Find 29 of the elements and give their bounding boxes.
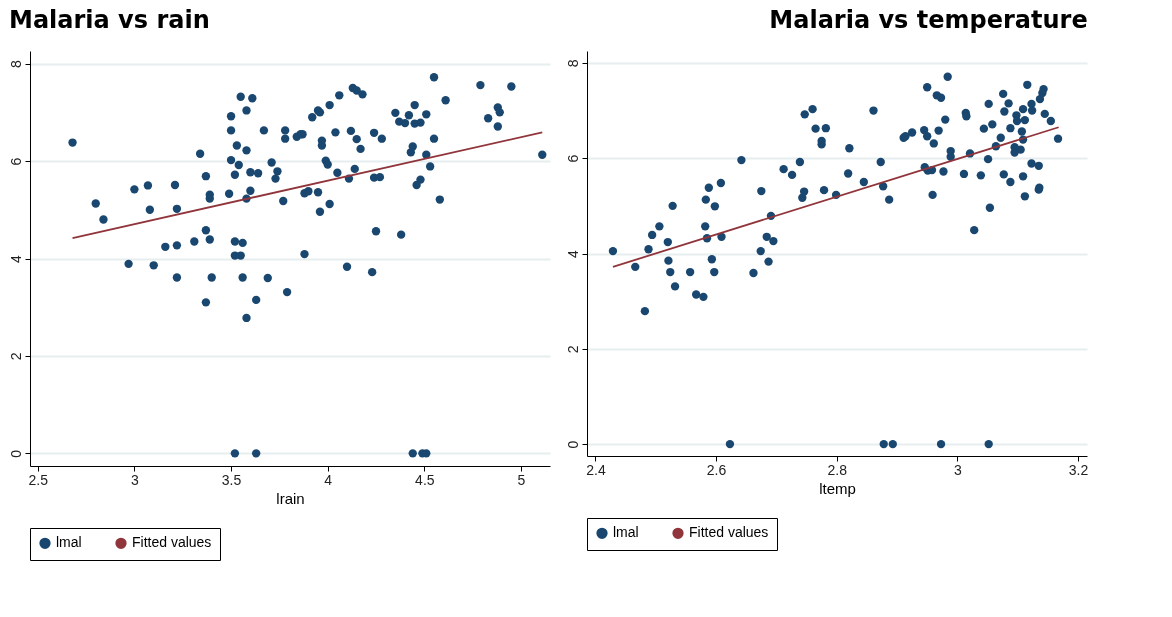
- x-tick-label: 3.5: [221, 471, 242, 488]
- x-tick-label: 2.4: [586, 461, 606, 478]
- chart-title: Malaria vs temperature: [769, 6, 1088, 34]
- x-tick-label: 5: [517, 471, 526, 488]
- x-tick-label: 2.8: [827, 461, 848, 478]
- x-tick-label: 3.2: [1068, 461, 1089, 478]
- y-tick-label: 4: [7, 254, 24, 263]
- x-tick-label: 3: [130, 471, 139, 488]
- legend-label: Fitted values: [689, 524, 769, 541]
- legend-label: lmal: [56, 534, 82, 551]
- y-tick-label: 6: [7, 157, 24, 166]
- y-tick-label: 6: [564, 154, 581, 163]
- x-tick-label: 4: [324, 471, 333, 488]
- y-tick-label: 8: [564, 59, 581, 68]
- y-tick-label: 0: [7, 449, 24, 458]
- x-tick-label: 2.5: [28, 471, 49, 488]
- chart-title: Malaria vs rain: [9, 6, 210, 34]
- legend-label: lmal: [613, 524, 639, 541]
- y-tick-label: 8: [7, 60, 24, 69]
- y-tick-label: 2: [564, 345, 581, 354]
- x-axis-title: ltemp: [819, 479, 856, 497]
- x-tick-label: 4.5: [415, 471, 435, 488]
- y-tick-label: 4: [564, 249, 581, 258]
- y-tick-label: 2: [7, 352, 24, 361]
- x-tick-label: 2.6: [706, 461, 727, 478]
- x-axis-title: lrain: [276, 489, 305, 507]
- x-tick-label: 3: [953, 461, 962, 478]
- y-tick-label: 0: [564, 440, 581, 449]
- legend-label: Fitted values: [132, 534, 212, 551]
